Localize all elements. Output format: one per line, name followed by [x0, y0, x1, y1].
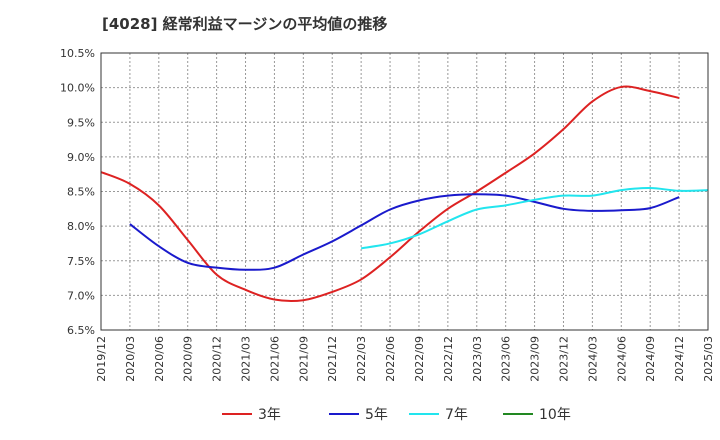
y-tick-label: 8.5% [67, 186, 95, 199]
x-axis-ticks: 2019/12 2020/03 2020/06 2020/09 2020/12 2021/… [95, 336, 715, 382]
y-tick-label: 9.0% [67, 151, 95, 164]
y-axis-ticks: 6.5% 7.0% 7.5% 8.0% 8.5% 9.0% 9.5% 10.0% 10.5% [60, 47, 95, 337]
y-tick-label: 8.0% [67, 220, 95, 233]
x-tick-label: 2021/12 [326, 336, 339, 382]
x-tick-label: 2020/12 [211, 336, 224, 382]
x-tick-label: 2020/06 [153, 336, 166, 382]
x-tick-label: 2023/06 [500, 336, 513, 382]
chart-title: [4028] 経常利益マージンの平均値の推移 [102, 15, 388, 33]
x-tick-label: 2022/03 [355, 336, 368, 382]
y-tick-label: 10.5% [60, 47, 95, 60]
x-tick-label: 2024/03 [586, 336, 599, 382]
y-tick-label: 7.0% [67, 289, 95, 302]
x-tick-label: 2022/12 [442, 336, 455, 382]
legend-label-3: 7年 [445, 407, 468, 423]
x-tick-label: 2020/09 [182, 336, 195, 382]
x-tick-label: 2022/06 [384, 336, 397, 382]
x-tick-label: 2023/09 [529, 336, 542, 382]
series-layer [100, 85, 709, 303]
legend: 3年 5年 7年 10年 [222, 407, 571, 423]
x-tick-label: 2021/09 [297, 336, 310, 382]
series-line-3 [360, 187, 709, 250]
x-tick-label: 2023/12 [557, 336, 570, 382]
legend-label-2: 5年 [365, 407, 388, 423]
y-tick-label: 10.0% [60, 82, 95, 95]
x-tick-label: 2025/03 [702, 336, 715, 382]
x-tick-label: 2022/09 [413, 336, 426, 382]
x-tick-label: 2024/09 [644, 336, 657, 382]
series-line-2 [129, 193, 680, 271]
x-tick-label: 2024/06 [615, 336, 628, 382]
y-tick-label: 7.5% [67, 255, 95, 268]
x-tick-label: 2021/03 [240, 336, 253, 382]
legend-label-1: 3年 [258, 407, 281, 423]
x-tick-label: 2024/12 [673, 336, 686, 382]
x-tick-label: 2020/03 [124, 336, 137, 382]
legend-label-4: 10年 [539, 407, 571, 423]
y-tick-label: 9.5% [67, 116, 95, 129]
series-line-1 [100, 85, 680, 303]
x-tick-label: 2021/06 [268, 336, 281, 382]
x-tick-label: 2019/12 [95, 336, 108, 382]
x-tick-label: 2023/03 [471, 336, 484, 382]
y-tick-label: 6.5% [67, 324, 95, 337]
plot-border [100, 52, 709, 331]
